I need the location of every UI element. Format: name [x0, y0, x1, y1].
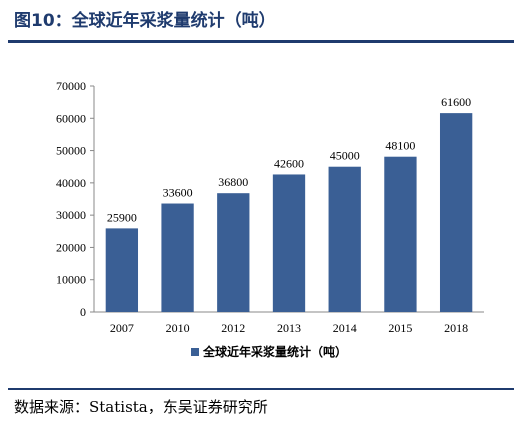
y-tick-label: 20000	[56, 240, 86, 254]
bar	[384, 156, 417, 312]
data-label: 42600	[274, 156, 304, 170]
bar	[161, 203, 194, 312]
bar	[439, 113, 473, 313]
source-rule	[8, 388, 514, 390]
y-tick-label: 10000	[56, 273, 86, 287]
x-axis: 2007 2010 2012 2013 2014 2015 2018	[94, 311, 484, 335]
y-tick-label: 60000	[56, 111, 86, 125]
y-tick-label: 70000	[56, 79, 86, 93]
y-tick-label: 30000	[56, 208, 86, 222]
x-tick-label: 2010	[166, 321, 190, 335]
bar	[272, 174, 306, 312]
legend-swatch	[191, 348, 199, 356]
x-tick-label: 2018	[444, 321, 468, 335]
data-label: 61600	[441, 95, 471, 109]
y-tick-label: 0	[80, 305, 86, 319]
data-label: 48100	[385, 139, 415, 153]
x-tick-label: 2007	[110, 321, 134, 335]
x-tick-label: 2013	[277, 321, 301, 335]
y-tick-label: 50000	[56, 144, 86, 158]
y-tick-label: 40000	[56, 176, 86, 190]
data-label: 45000	[330, 149, 360, 163]
figure-title: 图10：全球近年采浆量统计（吨）	[14, 11, 276, 31]
x-tick-label: 2015	[388, 321, 412, 335]
x-tick-label: 2014	[333, 321, 357, 335]
legend-label: 全球近年采浆量统计（吨）	[202, 344, 347, 359]
bars: 25900 33600 36800 42600 45000 48100 61600	[105, 95, 473, 313]
x-tick-label: 2012	[221, 321, 245, 335]
data-label: 36800	[218, 175, 248, 189]
bar	[217, 193, 250, 312]
source-note: 数据来源：Statista，东吴证券研究所	[14, 398, 268, 416]
data-label: 25900	[107, 210, 137, 224]
y-axis: 0 10000 20000 30000 40000 50000 60000 70000	[56, 79, 95, 319]
bar-chart: 0 10000 20000 30000 40000 50000 60000 70000 200…	[56, 79, 484, 359]
legend: 全球近年采浆量统计（吨）	[191, 344, 347, 359]
data-label: 33600	[163, 186, 193, 200]
title-rule	[8, 40, 514, 43]
bar	[105, 228, 139, 312]
bar	[328, 166, 361, 312]
